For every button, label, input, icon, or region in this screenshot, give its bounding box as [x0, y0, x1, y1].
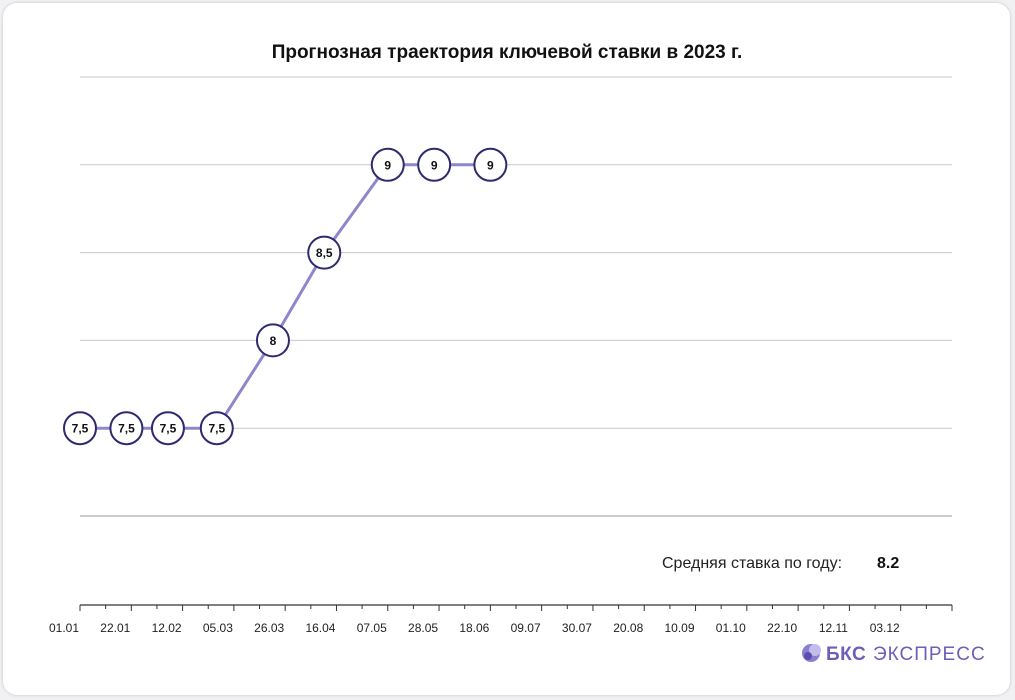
brand-name-bold: БКС: [826, 644, 866, 665]
data-point-marker: [307, 235, 342, 270]
x-tick-label: 20.08: [613, 621, 643, 635]
data-point-label: 9: [384, 158, 391, 172]
grid-lines: [80, 76, 952, 517]
series-polyline: [80, 163, 491, 430]
data-point-label: 9: [487, 158, 494, 172]
data-point-marker: [255, 323, 290, 358]
x-tick-label: 12.02: [152, 621, 182, 635]
data-point-marker: [150, 411, 185, 446]
chart-title: Прогнозная траектория ключевой ставки в …: [272, 42, 743, 63]
data-point: 7,5: [109, 411, 144, 446]
chart-card: Прогнозная траектория ключевой ставки в …: [3, 3, 1010, 695]
x-tick-label: 03.12: [870, 621, 900, 635]
x-tick-label: 01.01: [49, 621, 79, 635]
x-tick-label: 18.06: [459, 621, 489, 635]
data-point-marker: [417, 147, 452, 182]
data-point: 9: [473, 147, 508, 182]
data-point: 8: [255, 323, 290, 358]
data-point: 9: [417, 147, 452, 182]
x-tick-label: 09.07: [511, 621, 541, 635]
data-point-label: 8,5: [316, 246, 333, 260]
data-point-marker: [473, 147, 508, 182]
x-tick-label: 07.05: [357, 621, 387, 635]
data-point-label: 7,5: [208, 422, 225, 436]
data-point: 7,5: [199, 411, 234, 446]
x-tick-label: 22.10: [767, 621, 797, 635]
data-point: 9: [370, 147, 405, 182]
brand-name-rest: ЭКСПРЕСС: [873, 644, 986, 665]
x-tick-label: 10.09: [665, 621, 695, 635]
logo-icon: [802, 644, 821, 662]
data-point-label: 7,5: [160, 422, 177, 436]
x-tick-label: 30.07: [562, 621, 592, 635]
x-tick-label: 01.10: [716, 621, 746, 635]
brand-logo: БКС ЭКСПРЕСС: [802, 644, 986, 665]
x-tick-label: 12.11: [819, 621, 848, 635]
rate-chart: Прогнозная траектория ключевой ставки в …: [49, 42, 986, 665]
x-tick-label: 28.05: [408, 621, 438, 635]
x-tick-label: 16.04: [305, 621, 335, 635]
average-value: 8.2: [877, 555, 899, 572]
x-axis: 01.01 22.01 12.02 05.03 26.03 16.04 07.05 28.05…: [49, 604, 953, 635]
average-annotation: Средняя ставка по году: 8.2: [662, 555, 899, 572]
data-point-marker: [199, 411, 234, 446]
data-point: 7,5: [63, 411, 97, 446]
data-point-marker: [109, 411, 144, 446]
x-tick-label: 26.03: [254, 621, 284, 635]
x-tick-label: 22.01: [100, 621, 130, 635]
data-point: 8,5: [307, 235, 342, 270]
average-label: Средняя ставка по году:: [662, 555, 842, 572]
data-points: 7,5 7,5 7,5 7,5 8 8,5 9 9 9: [63, 147, 508, 446]
data-point-marker: [370, 147, 405, 182]
data-point-label: 9: [431, 158, 438, 172]
series-line: [80, 163, 491, 430]
data-point-label: 8: [270, 334, 277, 348]
x-tick-label: 05.03: [203, 621, 233, 635]
data-point-label: 7,5: [72, 422, 89, 436]
data-point-marker: [63, 411, 97, 446]
data-point: 7,5: [150, 411, 185, 446]
data-point-label: 7,5: [118, 422, 135, 436]
